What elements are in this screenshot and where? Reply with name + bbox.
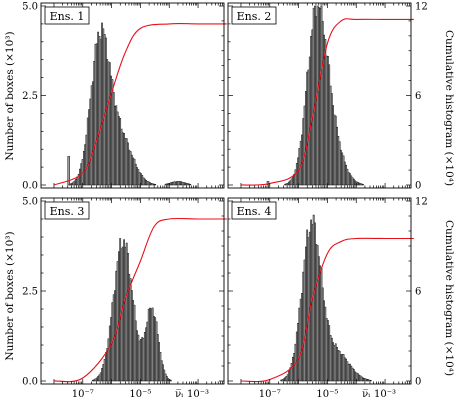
cumulative-curve [53, 217, 227, 383]
y-tick-label-right: 12 [415, 2, 428, 13]
panel-label: Ens. 4 [237, 205, 272, 218]
panel-label-box [44, 201, 90, 220]
y-tick-label-right: 12 [415, 197, 428, 208]
panel-label: Ens. 3 [50, 205, 85, 218]
panel-2: 0 6 12 Ens. 2 [227, 2, 428, 192]
histogram-bar [169, 379, 172, 382]
y-tick-label: 2.5 [22, 287, 38, 298]
y-tick-label-right: 6 [415, 287, 421, 298]
x-tick-label: 10⁻⁵ [316, 389, 338, 400]
panel-label-box [231, 201, 277, 220]
y-axis-label-right-top: Cumulative histogram (×10⁴) [443, 30, 455, 186]
y-axis-label-right-bottom: Cumulative histogram (×10⁴) [443, 220, 455, 376]
histogram-bar [189, 183, 192, 186]
x-tick-label: ν̅ᵢ [175, 389, 183, 400]
cumulative-curve [240, 18, 414, 186]
x-tick-label: 10⁻⁵ [129, 389, 151, 400]
y-tick-label: 5.0 [22, 197, 38, 208]
y-tick-label-right: 6 [415, 91, 421, 102]
panel-3: 0.0 2.5 5.0 10⁻⁷ 10⁻⁵ ν̅ᵢ 10⁻³ Ens. 3 [22, 197, 227, 400]
histogram-bar [362, 184, 364, 186]
x-tick-label: 10⁻⁷ [259, 389, 281, 400]
y-axis-label-left-top: Number of boxes (×10³) [4, 31, 16, 160]
panel-label: Ens. 2 [237, 10, 272, 23]
panel-label: Ens. 1 [50, 10, 85, 23]
panel-4: 0 6 12 10⁻⁷ 10⁻⁵ ν̅ᵢ 10⁻³ Ens. 4 [227, 197, 428, 400]
x-tick-label: ν̅ᵢ [362, 389, 370, 400]
panel-label-box [44, 6, 90, 25]
x-tick-label: 10⁻³ [187, 389, 209, 400]
panel-label-box [231, 6, 277, 25]
histogram-outlier-bar [67, 156, 70, 186]
panel-1: 0.0 2.5 5.0 Ens. 1 [22, 2, 227, 192]
panels-root: 0.0 2.5 5.0 Ens. 1 0 6 12 Ens. 2 0.0 2.5 5.0 10⁻⁷ 10… [22, 2, 428, 401]
y-tick-label-right: 0 [415, 377, 421, 388]
y-tick-label: 2.5 [22, 91, 38, 102]
y-axis-label-left-bottom: Number of boxes (×10³) [4, 231, 16, 360]
y-tick-label: 0.0 [22, 181, 38, 192]
cumulative-curve [53, 23, 227, 186]
x-tick-label: 10⁻³ [374, 389, 396, 400]
histogram-bar [154, 184, 157, 186]
x-tick-label: 10⁻⁷ [72, 389, 94, 400]
y-tick-label-right: 0 [415, 181, 421, 192]
y-tick-label: 0.0 [22, 377, 38, 388]
y-tick-label: 5.0 [22, 2, 38, 13]
histogram-bar [369, 380, 372, 382]
cumulative-curve [240, 237, 414, 383]
